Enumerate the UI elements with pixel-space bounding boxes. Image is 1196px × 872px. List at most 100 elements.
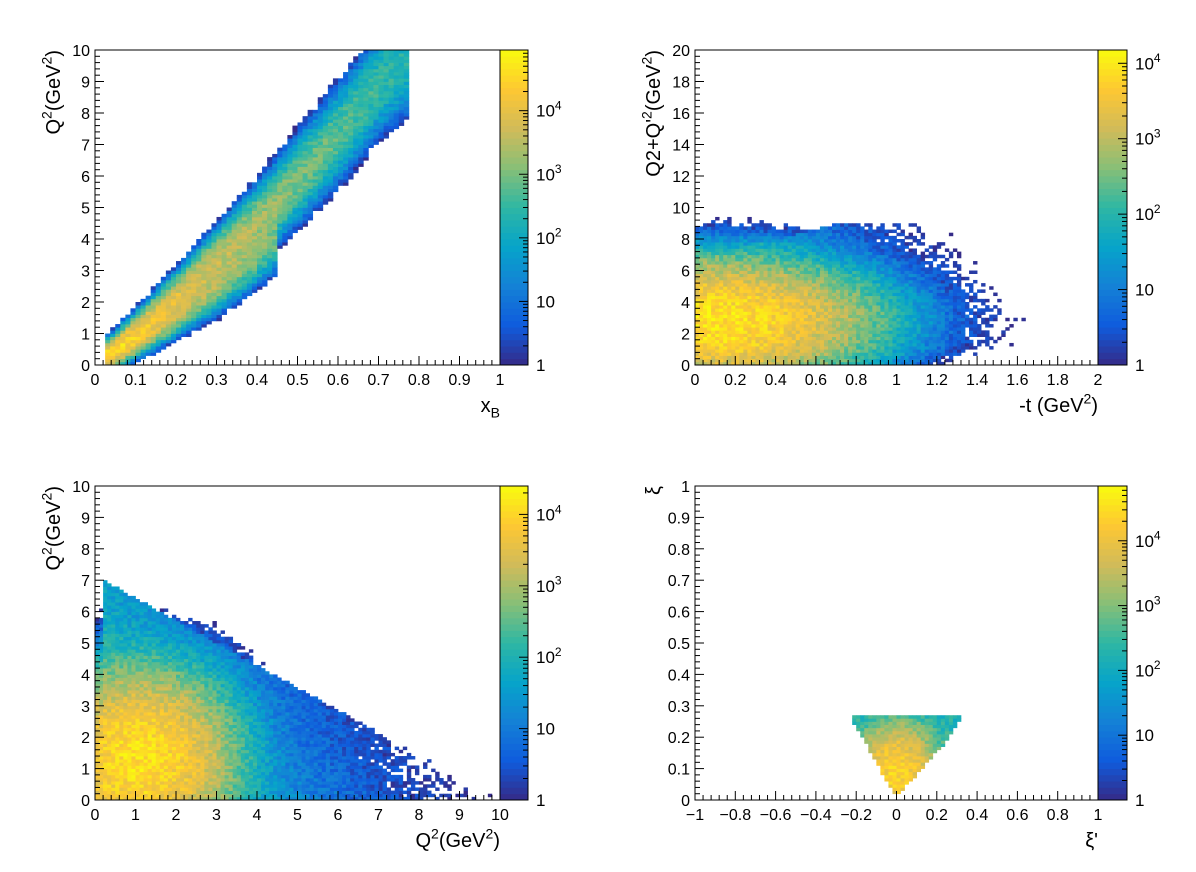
- histogram-bin: [307, 207, 314, 211]
- histogram-bin: [216, 292, 222, 297]
- histogram-bin: [287, 232, 293, 237]
- histogram-bin: [388, 100, 395, 104]
- histogram-bin: [936, 267, 942, 271]
- histogram-bin: [844, 283, 849, 287]
- histogram-bin: [695, 352, 700, 356]
- histogram-bin: [707, 232, 712, 237]
- histogram-bin: [888, 361, 893, 366]
- histogram-bin: [378, 116, 384, 120]
- histogram-bin: [251, 283, 258, 287]
- histogram-bin: [297, 128, 303, 133]
- histogram-bin: [880, 342, 885, 347]
- histogram-bin: [952, 314, 958, 319]
- histogram-bin: [763, 324, 768, 328]
- histogram-bin: [731, 261, 736, 265]
- histogram-bin: [398, 84, 405, 89]
- histogram-bin: [900, 339, 905, 344]
- histogram-bin: [759, 292, 764, 297]
- histogram-bin: [932, 308, 938, 312]
- histogram-bin: [322, 172, 329, 177]
- histogram-bin: [783, 352, 789, 356]
- histogram-bin: [731, 283, 736, 287]
- histogram-bin: [832, 342, 837, 347]
- histogram-bin: [747, 317, 752, 322]
- histogram-bin: [908, 352, 913, 356]
- histogram-bin: [832, 324, 837, 328]
- histogram-bin: [332, 78, 339, 82]
- histogram-bin: [807, 327, 813, 331]
- histogram-bin: [201, 295, 207, 300]
- histogram-bin: [723, 245, 728, 249]
- histogram-bin: [739, 235, 744, 240]
- histogram-bin: [246, 223, 253, 227]
- histogram-bin: [226, 216, 233, 221]
- histogram-bin: [989, 314, 994, 319]
- histogram-bin: [868, 267, 873, 271]
- histogram-bin: [787, 279, 793, 284]
- histogram-bin: [815, 267, 821, 271]
- histogram-bin: [711, 305, 716, 309]
- histogram-bin: [251, 194, 258, 199]
- histogram-bin: [977, 289, 982, 293]
- histogram-bin: [236, 257, 243, 262]
- histogram-bin: [823, 279, 829, 284]
- histogram-bin: [711, 311, 716, 315]
- histogram-bin: [932, 342, 938, 347]
- histogram-bin: [747, 279, 752, 284]
- histogram-bin: [920, 270, 926, 274]
- histogram-bin: [403, 56, 410, 60]
- histogram-bin: [707, 245, 712, 249]
- histogram-bin: [160, 276, 167, 281]
- histogram-bin: [257, 198, 263, 202]
- histogram-bin: [993, 339, 998, 344]
- histogram-bin: [823, 355, 829, 360]
- histogram-bin: [743, 355, 748, 360]
- histogram-bin: [900, 298, 905, 303]
- histogram-bin: [836, 286, 841, 290]
- histogram-bin: [771, 352, 776, 356]
- histogram-bin: [322, 153, 329, 158]
- histogram-bin: [791, 276, 797, 281]
- histogram-bin: [872, 349, 877, 353]
- histogram-bin: [160, 330, 167, 334]
- histogram-bin: [815, 286, 821, 290]
- histogram-bin: [844, 248, 849, 252]
- histogram-bin: [292, 131, 298, 136]
- histogram-bin: [823, 295, 829, 300]
- histogram-bin: [743, 317, 748, 322]
- color-scale-segment: [500, 333, 528, 341]
- histogram-bin: [317, 106, 324, 111]
- histogram-bin: [735, 314, 740, 319]
- histogram-bin: [916, 308, 922, 312]
- histogram-bin: [932, 267, 938, 271]
- histogram-bin: [695, 333, 700, 337]
- histogram-bin: [892, 229, 897, 234]
- color-scale-segment: [500, 157, 528, 164]
- histogram-bin: [823, 267, 829, 271]
- histogram-bin: [920, 302, 926, 306]
- histogram-bin: [282, 172, 288, 177]
- histogram-bin: [272, 182, 278, 186]
- histogram-bin: [751, 283, 756, 287]
- histogram-bin: [110, 361, 116, 366]
- histogram-bin: [876, 292, 881, 297]
- histogram-bin: [216, 279, 222, 284]
- histogram-bin: [739, 242, 744, 246]
- histogram-bin: [272, 157, 278, 161]
- histogram-bin: [287, 188, 293, 193]
- histogram-bin: [775, 261, 780, 265]
- histogram-bin: [948, 305, 954, 309]
- histogram-bin: [739, 245, 744, 249]
- histogram-bin: [257, 172, 263, 177]
- histogram-bin: [378, 72, 384, 76]
- histogram-bin: [743, 257, 748, 262]
- histogram-bin: [775, 320, 780, 325]
- histogram-bin: [221, 257, 227, 262]
- histogram-bin: [908, 349, 913, 353]
- histogram-bin: [181, 283, 187, 287]
- histogram-bin: [1005, 317, 1010, 322]
- histogram-bin: [343, 125, 349, 130]
- histogram-bin: [811, 339, 817, 344]
- histogram-bin: [703, 320, 708, 325]
- histogram-bin: [973, 314, 978, 319]
